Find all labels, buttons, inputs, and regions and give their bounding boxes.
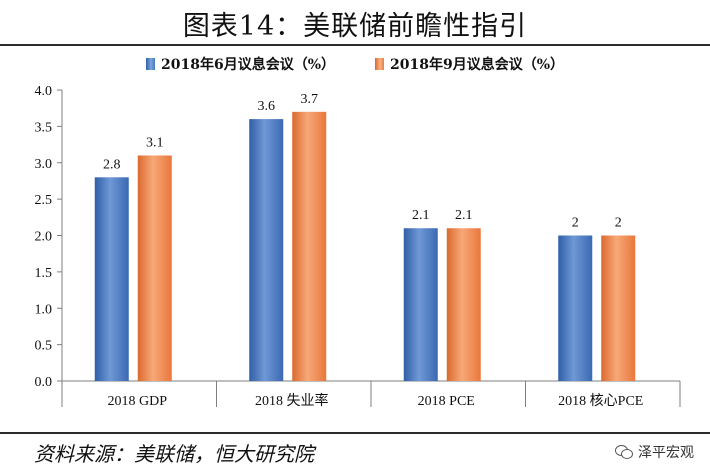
watermark-text: 泽平宏观 xyxy=(638,445,694,461)
bar-sept xyxy=(292,111,327,381)
chart-axes: 0.0 0.5 1.0 1.5 2.0 2.5 3.0 3.5 4.0 2018 GDP 2018 … xyxy=(35,84,681,409)
y-tick-label: 2.0 xyxy=(35,230,53,245)
legend-item-sept: 2018年9月议息会议（%） xyxy=(375,54,564,74)
y-tick-label: 0.5 xyxy=(35,339,53,354)
data-label: 3.1 xyxy=(146,135,164,150)
y-tick-label: 0.0 xyxy=(35,375,53,390)
legend-swatch-june xyxy=(145,58,155,70)
legend-label-june: 2018年6月议息会议（%） xyxy=(160,57,335,73)
chart-labels: 2.8 3.1 3.6 3.7 2.1 2.1 2 2 xyxy=(103,92,622,231)
source-note: 资料来源：美联储，恒大研究院 xyxy=(34,442,314,466)
figure-title: 图表14：美联储前瞻性指引 xyxy=(182,11,528,42)
x-tick-label: 2018 失业率 xyxy=(255,392,329,409)
legend-item-june: 2018年6月议息会议（%） xyxy=(145,54,335,74)
legend-swatch-sept xyxy=(375,58,384,70)
data-label: 2.1 xyxy=(412,208,430,223)
legend: 2018年6月议息会议（%） 2018年9月议息会议（%） xyxy=(0,54,710,74)
y-tick-label: 2.5 xyxy=(35,193,53,208)
data-label: 2.1 xyxy=(455,208,473,223)
bar-june xyxy=(94,177,129,381)
data-label: 2 xyxy=(572,216,579,231)
data-label: 3.6 xyxy=(258,99,276,114)
bar-chart: 0.0 0.5 1.0 1.5 2.0 2.5 3.0 3.5 4.0 2018 GDP 2018 … xyxy=(35,84,681,409)
y-tick-label: 4.0 xyxy=(35,84,53,99)
bar-sept xyxy=(601,235,636,381)
bar-june xyxy=(558,235,593,381)
bar-june xyxy=(249,119,284,381)
y-tick-label: 3.0 xyxy=(35,157,53,172)
x-tick-label: 2018 PCE xyxy=(418,394,475,409)
bar-sept xyxy=(446,228,481,381)
y-tick-label: 3.5 xyxy=(35,120,53,135)
source-rule xyxy=(0,432,710,434)
data-label: 2 xyxy=(615,216,622,231)
bar-sept xyxy=(137,155,172,381)
data-label: 3.7 xyxy=(301,92,319,107)
y-tick-label: 1.0 xyxy=(35,302,53,317)
data-label: 2.8 xyxy=(103,157,121,172)
wechat-icon xyxy=(615,445,633,459)
x-tick-label: 2018 核心PCE xyxy=(558,393,643,409)
watermark: 泽平宏观 xyxy=(615,442,694,462)
bar-june xyxy=(403,228,438,381)
title-rule xyxy=(0,44,710,46)
legend-label-sept: 2018年9月议息会议（%） xyxy=(390,57,565,73)
x-tick-label: 2018 GDP xyxy=(107,394,167,409)
y-tick-label: 1.5 xyxy=(35,266,53,281)
chart-bars xyxy=(94,111,636,381)
